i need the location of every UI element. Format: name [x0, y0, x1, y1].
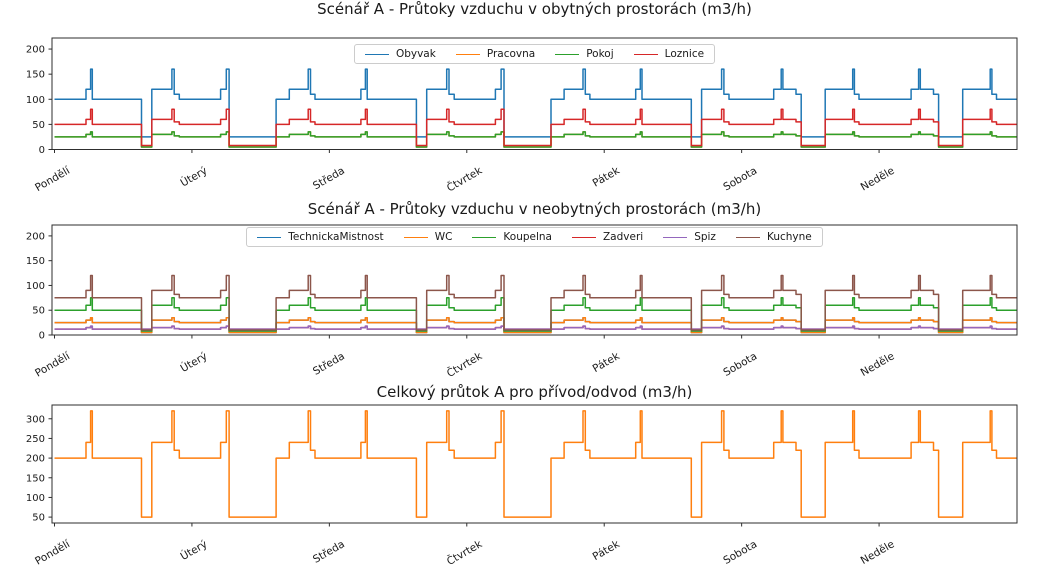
x-tick-label--ter-: Úterý: [178, 164, 209, 190]
legend-line-sample-pracovna: [455, 53, 480, 55]
x-tick-label-p-tek: Pátek: [591, 350, 623, 375]
legend-item-loznice: Loznice: [633, 48, 705, 60]
legend-item-technickamistnost: TechnickaMistnost: [257, 231, 384, 243]
chart-living-rooms-plot: 0 50 100 150 200 Pondělí Úterý Středa Čtvrtek Pát…: [26, 37, 1018, 194]
x-tick-label-ned-le: Neděle: [859, 538, 897, 567]
series-line-pokoj: [54, 131, 1017, 148]
x-tick-label--ter-: Úterý: [178, 537, 209, 563]
legend-label-pracovna: Pracovna: [486, 48, 536, 60]
series-line-loznice: [54, 108, 1017, 147]
x-tick-label--tvrtek: Čtvrtek: [444, 163, 485, 194]
axes-frame: [51, 224, 1018, 336]
series-line-series-0: [54, 410, 1017, 518]
legend-line-sample-technickamistnost: [257, 236, 282, 238]
chart-living-rooms-title: Scénář A - Průtoky vzduchu v obytných pr…: [317, 0, 752, 18]
x-tick-label-ned-le: Neděle: [859, 165, 897, 194]
x-tick-label-st-eda: Středa: [311, 165, 347, 193]
axes-frame: [51, 37, 1018, 150]
chart-total-flow-title: Celkový průtok A pro přívod/odvod (m3/h): [376, 383, 693, 401]
y-tick-label: 200: [26, 454, 45, 465]
series-line-spiz: [54, 325, 1017, 330]
x-tick-label-sobota: Sobota: [721, 165, 759, 194]
legend-item-wc: WC: [403, 231, 453, 243]
legend-item-koupelna: Koupelna: [472, 231, 552, 243]
x-tick-label--tvrtek: Čtvrtek: [444, 537, 485, 568]
chart-nonliving-rooms-legend: TechnickaMistnost WC Koupelna Zadveri Spiz Ku…: [246, 227, 823, 247]
x-tick-label-pond-l-: Pondělí: [33, 350, 73, 380]
x-tick-label--ter-: Úterý: [178, 349, 209, 375]
y-tick-label: 50: [32, 120, 45, 131]
x-tick-label-p-tek: Pátek: [591, 164, 623, 189]
chart-total-flow-plot: 50 100 150 200 250 300 Pondělí Úterý Středa Čtvrt…: [26, 404, 1018, 568]
legend-item-kuchyne: Kuchyne: [735, 231, 812, 243]
series-line-kuchyne: [54, 274, 1017, 331]
chart-nonliving-rooms-title: Scénář A - Průtoky vzduchu v neobytných …: [307, 200, 762, 218]
chart-living-rooms-legend: Obyvak Pracovna Pokoj Loznice: [353, 44, 716, 64]
y-tick-label: 50: [32, 513, 45, 524]
y-tick-label: 100: [26, 281, 45, 292]
legend-label-spiz: Spiz: [694, 231, 716, 243]
y-tick-label: 150: [26, 256, 45, 267]
x-tick-label-pond-l-: Pondělí: [33, 538, 73, 568]
legend-line-sample-koupelna: [472, 236, 497, 238]
y-tick-label: 250: [26, 434, 45, 445]
chart-living-rooms: Scénář A - Průtoky vzduchu v obytných pr…: [0, 0, 1037, 195]
x-tick-label-sobota: Sobota: [721, 350, 759, 379]
x-tick-label-p-tek: Pátek: [591, 538, 623, 563]
series-line-wc: [54, 316, 1017, 334]
legend-line-sample-pokoj: [555, 53, 580, 55]
legend-line-sample-wc: [403, 236, 428, 238]
legend-line-sample-kuchyne: [735, 236, 760, 238]
series-line-pracovna: [54, 131, 1017, 148]
legend-label-kuchyne: Kuchyne: [766, 231, 812, 243]
chart-nonliving-rooms-plot: 0 50 100 150 200 Pondělí Úterý Středa Čtvrtek Pát…: [26, 224, 1018, 380]
legend-label-pokoj: Pokoj: [586, 48, 614, 60]
x-tick-label-st-eda: Středa: [311, 538, 347, 566]
y-tick-label: 50: [32, 306, 45, 317]
axes-frame: [51, 404, 1018, 524]
y-tick-label: 100: [26, 95, 45, 106]
legend-item-spiz: Spiz: [663, 231, 716, 243]
legend-line-sample-zadveri: [571, 236, 596, 238]
legend-label-zadveri: Zadveri: [602, 231, 644, 243]
x-tick-label-st-eda: Středa: [311, 350, 347, 378]
chart-total-flow: Celkový průtok A pro přívod/odvod (m3/h)…: [0, 380, 1037, 575]
x-tick-label-sobota: Sobota: [721, 538, 759, 567]
legend-line-sample-spiz: [663, 236, 688, 238]
y-tick-label: 0: [39, 331, 45, 342]
x-tick-label-pond-l-: Pondělí: [33, 164, 73, 194]
series-line-obyvak: [54, 68, 1017, 138]
y-tick-label: 150: [26, 70, 45, 81]
y-tick-label: 200: [26, 45, 45, 56]
series-line-koupelna: [54, 297, 1017, 332]
y-tick-label: 0: [39, 145, 45, 156]
y-tick-label: 200: [26, 231, 45, 242]
legend-label-loznice: Loznice: [664, 48, 705, 60]
y-tick-label: 300: [26, 414, 45, 425]
legend-item-obyvak: Obyvak: [364, 48, 436, 60]
chart-nonliving-rooms: Scénář A - Průtoky vzduchu v neobytných …: [0, 195, 1037, 380]
y-tick-label: 100: [26, 493, 45, 504]
y-tick-label: 150: [26, 473, 45, 484]
legend-label-obyvak: Obyvak: [395, 48, 436, 60]
x-tick-label--tvrtek: Čtvrtek: [444, 349, 485, 380]
legend-label-technickamistnost: TechnickaMistnost: [288, 231, 384, 243]
legend-label-koupelna: Koupelna: [503, 231, 552, 243]
legend-line-sample-loznice: [633, 53, 658, 55]
legend-item-pokoj: Pokoj: [555, 48, 614, 60]
legend-item-pracovna: Pracovna: [455, 48, 536, 60]
legend-label-wc: WC: [434, 231, 453, 243]
legend-item-zadveri: Zadveri: [571, 231, 644, 243]
legend-line-sample-obyvak: [364, 53, 389, 55]
x-tick-label-ned-le: Neděle: [859, 350, 897, 379]
